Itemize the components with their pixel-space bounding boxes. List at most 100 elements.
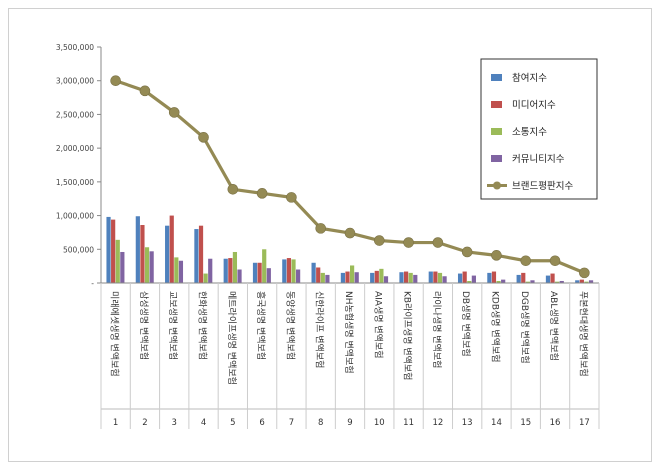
x-category-label: ABL생명 변액보험	[548, 291, 560, 361]
bar	[354, 272, 359, 283]
line-point	[198, 132, 209, 143]
x-category-label: 메트라이프생명 변액보험	[226, 291, 238, 385]
line-point	[315, 223, 327, 234]
bar	[579, 279, 584, 283]
bar	[555, 281, 560, 283]
bar	[457, 273, 463, 283]
bar	[340, 272, 345, 283]
y-tick-label: 1,500,000	[56, 178, 94, 187]
legend-swatch	[491, 101, 502, 108]
bar	[437, 272, 443, 283]
x-category-label: 푸본현대생명 변액보험	[577, 291, 589, 377]
x-category-number: 17	[579, 418, 590, 428]
x-category-label: DGB생명 변액보험	[519, 291, 531, 364]
bar	[501, 279, 506, 283]
bar	[262, 249, 267, 283]
bar	[203, 273, 208, 283]
y-axis: - 500,000 1,000,000 1,500,000 2,000,000 2,500…	[56, 43, 102, 288]
bar	[545, 275, 551, 283]
x-category-label: 미래에셋생명 변액보험	[109, 291, 121, 377]
bar	[516, 274, 521, 283]
x-category-number: 11	[403, 418, 414, 428]
y-tick-label: 3,000,000	[56, 77, 94, 86]
x-category-number: 2	[142, 418, 147, 428]
legend-label: 커뮤니티지수	[512, 154, 565, 165]
x-category-number: 15	[520, 418, 531, 428]
bar	[575, 280, 580, 283]
bar	[228, 258, 233, 283]
bar	[530, 280, 535, 283]
x-category-number: 3	[172, 418, 177, 428]
bar	[496, 280, 501, 283]
bar	[408, 272, 413, 283]
line-point	[344, 227, 356, 239]
x-category-number: 4	[201, 418, 206, 428]
x-category-label: AIA생명 변액보험	[372, 291, 384, 359]
x-category-number: 5	[230, 418, 235, 428]
bar	[266, 268, 271, 283]
legend-label: 참여지수	[512, 72, 547, 84]
bar	[165, 225, 170, 283]
x-category-label: 한화생명 변액보험	[197, 291, 209, 360]
bar	[320, 272, 325, 283]
bar	[149, 251, 154, 283]
bar	[282, 259, 287, 283]
line-point	[286, 192, 297, 203]
bar	[559, 280, 564, 283]
x-category-number: 6	[259, 418, 264, 428]
legend-marker	[493, 181, 501, 190]
bar	[296, 269, 301, 283]
bar	[413, 274, 418, 283]
bar	[237, 269, 242, 283]
bar	[311, 262, 316, 283]
y-tick-label: 3,500,000	[56, 43, 94, 52]
chart-frame: - 500,000 1,000,000 1,500,000 2,000,000 2,500…	[8, 8, 652, 462]
legend-label: 소통지수	[512, 127, 547, 138]
bar	[291, 259, 296, 283]
bar	[169, 215, 174, 283]
bars	[106, 215, 594, 283]
bar	[491, 271, 497, 283]
bar	[370, 272, 375, 283]
legend-label: 브랜드평판지수	[512, 181, 573, 192]
bar	[442, 276, 447, 283]
x-category-label: 동양생명 변액보험	[284, 291, 296, 360]
bar	[374, 270, 379, 283]
bar	[521, 272, 526, 283]
bar	[525, 281, 530, 283]
x-category-label: KB라이프생명 변액보험	[402, 291, 414, 380]
bar	[325, 274, 330, 283]
bar	[120, 251, 125, 283]
y-tick-label: 2,500,000	[56, 110, 94, 119]
line-point	[579, 267, 590, 279]
bar	[106, 216, 111, 283]
bar	[252, 262, 258, 283]
y-tick-label: 2,000,000	[56, 144, 94, 153]
x-category-number: 14	[491, 418, 502, 428]
bar	[588, 280, 594, 283]
bar	[550, 273, 555, 283]
x-category-number: 10	[374, 418, 385, 428]
bar	[584, 281, 589, 283]
x-category-number: 16	[550, 418, 561, 428]
line-point	[491, 250, 502, 261]
bar	[135, 216, 140, 283]
line-point	[403, 237, 414, 248]
chart: - 500,000 1,000,000 1,500,000 2,000,000 2,500…	[56, 43, 600, 429]
bar	[140, 225, 145, 283]
y-tick-label: -	[91, 279, 94, 288]
x-category-number: 1	[113, 418, 118, 428]
bar	[433, 271, 438, 283]
bar	[345, 271, 350, 283]
line-point	[139, 85, 151, 97]
x-category-label: 신한라이프 변액보험	[314, 291, 326, 368]
bar	[178, 260, 184, 283]
x-category-label: 라이나생명 변액보험	[431, 291, 443, 368]
line-point	[549, 255, 561, 267]
x-category-label: NH농협생명 변액보험	[343, 291, 355, 374]
x-category-label: 삼성생명 변액보험	[138, 291, 150, 360]
bar	[350, 265, 355, 283]
legend-label: 미디어지수	[512, 100, 556, 111]
line-point	[110, 75, 121, 87]
